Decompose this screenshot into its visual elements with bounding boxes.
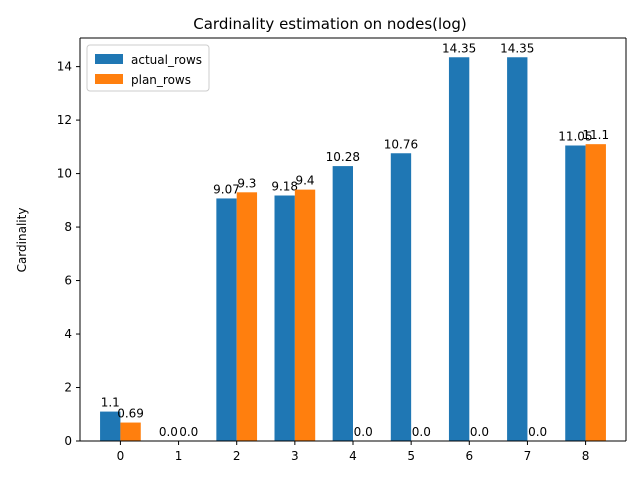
- y-tick-label-8: 8: [64, 220, 72, 234]
- x-tick-label-8: 8: [582, 449, 590, 463]
- data-label-plan-rows-1: 0.0: [179, 425, 198, 439]
- bar-actual-rows-2: [216, 198, 237, 441]
- data-label-plan-rows-4: 0.0: [354, 425, 373, 439]
- chart-title: Cardinality estimation on nodes(log): [193, 15, 467, 33]
- y-tick-label-2: 2: [64, 381, 72, 395]
- data-label-plan-rows-5: 0.0: [412, 425, 431, 439]
- bar-plan-rows-3: [294, 189, 316, 441]
- data-label-actual-rows-4: 10.28: [326, 150, 360, 164]
- data-label-actual-rows-1: 0.0: [159, 425, 178, 439]
- data-label-plan-rows-0: 0.69: [117, 407, 144, 421]
- legend-swatch-plan-rows: [95, 74, 123, 84]
- data-label-plan-rows-3: 9.4: [295, 174, 314, 188]
- bar-actual-rows-6: [448, 57, 470, 441]
- x-tick-label-7: 7: [524, 449, 532, 463]
- legend: actual_rows plan_rows: [86, 44, 210, 92]
- data-label-plan-rows-7: 0.0: [528, 425, 547, 439]
- data-label-actual-rows-2: 9.07: [213, 182, 240, 196]
- y-tick-label-4: 4: [64, 327, 72, 341]
- x-tick-label-5: 5: [407, 449, 415, 463]
- legend-label-plan-rows: plan_rows: [131, 73, 191, 87]
- x-tick-label-6: 6: [465, 449, 473, 463]
- data-label-actual-rows-0: 1.1: [101, 396, 120, 410]
- y-tick-label-14: 14: [57, 60, 72, 74]
- bar-plan-rows-0: [120, 422, 141, 441]
- x-tick-label-2: 2: [233, 449, 241, 463]
- x-tick-label-1: 1: [175, 449, 183, 463]
- y-tick-label-0: 0: [64, 434, 72, 448]
- data-label-actual-rows-3: 9.18: [271, 180, 298, 194]
- y-axis-label: Cardinality: [15, 208, 29, 273]
- data-label-actual-rows-6: 14.35: [442, 41, 476, 55]
- bar-actual-rows-7: [507, 57, 528, 441]
- x-tick-label-4: 4: [349, 449, 357, 463]
- y-tick-label-12: 12: [57, 113, 72, 127]
- bar-actual-rows-5: [390, 153, 412, 442]
- bar-actual-rows-8: [565, 145, 586, 441]
- data-label-plan-rows-6: 0.0: [470, 425, 489, 439]
- bar-actual-rows-4: [332, 166, 353, 441]
- y-tick-label-6: 6: [64, 274, 72, 288]
- bar-actual-rows-3: [274, 195, 295, 441]
- data-label-actual-rows-8: 11.05: [558, 130, 592, 144]
- data-label-actual-rows-7: 14.35: [500, 41, 534, 55]
- bar-plan-rows-2: [236, 192, 258, 441]
- data-label-plan-rows-8: 11.1: [582, 128, 609, 142]
- x-tick-label-3: 3: [291, 449, 299, 463]
- bar-plan-rows-8: [585, 144, 606, 441]
- x-tick-label-0: 0: [117, 449, 125, 463]
- data-label-actual-rows-5: 10.76: [384, 137, 418, 151]
- legend-swatch-actual-rows: [95, 54, 123, 64]
- bar-actual-rows-0: [100, 411, 121, 441]
- plot-area: 1.1 0.0 9.07 9.18 10.28 10.76 14.35 14.35 11.05 0…: [57, 37, 627, 463]
- data-label-plan-rows-2: 9.3: [237, 176, 256, 190]
- legend-label-actual-rows: actual_rows: [131, 53, 202, 67]
- y-tick-label-10: 10: [57, 167, 72, 181]
